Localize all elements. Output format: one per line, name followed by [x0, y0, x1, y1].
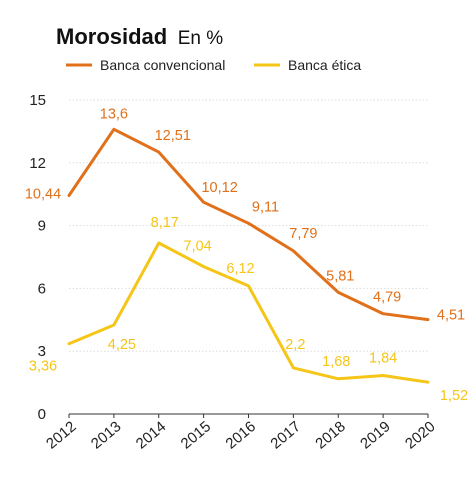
data-label-1-2013: 4,25	[108, 337, 136, 353]
data-label-1-2018: 1,68	[322, 354, 350, 370]
y-tick-12: 12	[29, 155, 46, 172]
data-label-0-2012: 10,44	[25, 186, 61, 202]
data-label-0-2019: 4,79	[373, 290, 401, 306]
data-label-0-2018: 5,81	[326, 268, 354, 284]
y-axis: 0 3 6 9 12 15	[29, 92, 428, 423]
series-group	[67, 127, 430, 384]
data-label-1-2012: 3,36	[29, 359, 57, 375]
data-label-1-2015: 7,04	[184, 239, 212, 255]
data-label-0-2017: 7,79	[289, 226, 317, 242]
legend-label-1: Banca ética	[288, 57, 361, 73]
data-label-1-2014: 8,17	[151, 215, 179, 231]
data-label-1-2017: 2,2	[285, 337, 305, 353]
data-label-0-2016: 9,11	[252, 199, 279, 215]
data-label-0-2015: 10,12	[201, 180, 237, 196]
data-label-0-2014: 12,51	[155, 128, 191, 144]
data-label-1-2016: 6,12	[226, 261, 254, 277]
chart-title-main: Morosidad	[56, 24, 167, 49]
chart-subtitle: En %	[178, 28, 224, 49]
x-tick-2020: 2020	[402, 418, 438, 452]
data-label-1-2019: 1,84	[369, 350, 397, 366]
x-tick-2015: 2015	[178, 418, 214, 452]
y-tick-6: 6	[38, 280, 46, 297]
x-axis: 2012 2013 2014 2015 2016 2017 2018 2019 2020	[43, 414, 439, 453]
legend-label-0: Banca convencional	[100, 57, 225, 73]
data-label-0-2020: 4,51	[437, 308, 465, 324]
data-label-1-2020: 1,52	[440, 388, 468, 404]
data-label-0-2013: 13,6	[100, 106, 128, 122]
series-line-0	[67, 127, 430, 322]
series-line-1	[67, 241, 430, 384]
data-labels: 10,44 13,6 12,51 10,12 9,11 7,79 5,81 4,79 4,51 3…	[25, 106, 468, 404]
x-tick-2019: 2019	[357, 418, 393, 452]
x-tick-2013: 2013	[88, 418, 124, 452]
x-tick-2018: 2018	[312, 418, 348, 452]
y-tick-9: 9	[38, 218, 46, 235]
y-tick-0: 0	[38, 406, 46, 423]
gridlines	[69, 99, 428, 352]
legend: Banca convencional Banca ética	[66, 57, 361, 73]
y-tick-15: 15	[29, 92, 46, 109]
x-tick-2016: 2016	[223, 418, 259, 452]
y-tick-3: 3	[38, 343, 46, 360]
x-tick-2014: 2014	[133, 418, 169, 452]
chart-title: Morosidad En %	[56, 24, 223, 49]
x-tick-2012: 2012	[43, 418, 79, 452]
x-tick-2017: 2017	[267, 418, 303, 452]
